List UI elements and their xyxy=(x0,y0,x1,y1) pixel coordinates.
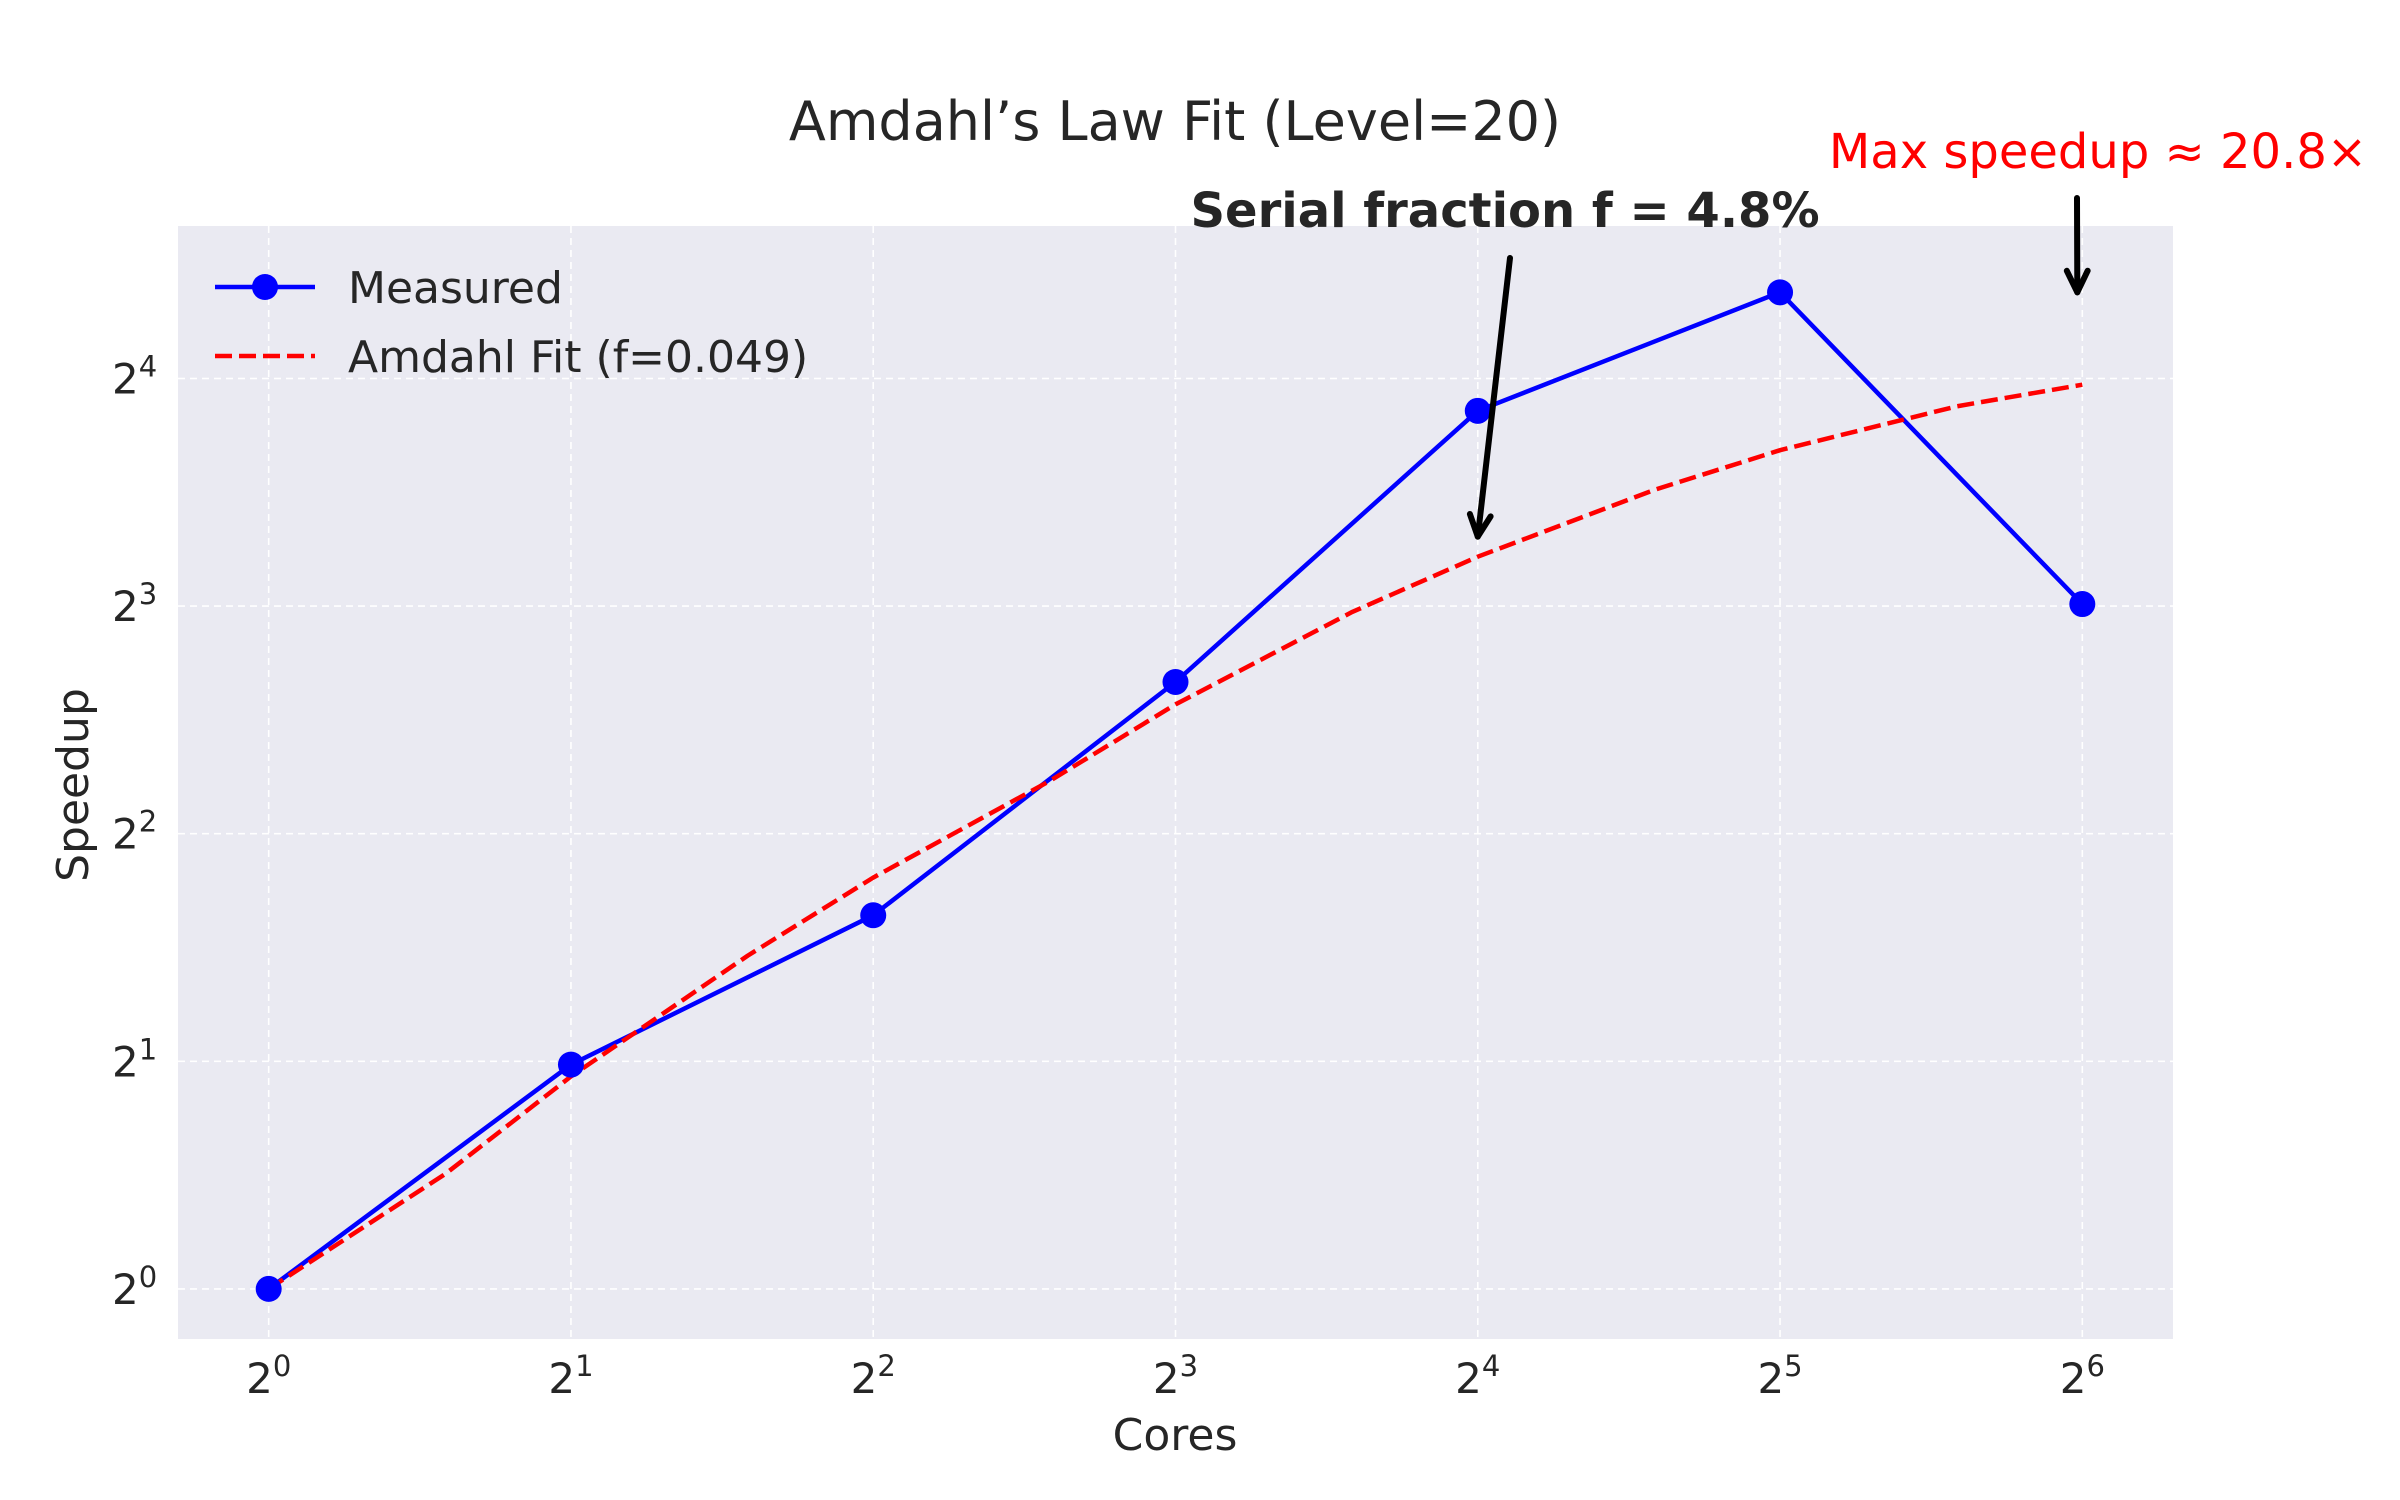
marker-layer xyxy=(255,279,2096,1302)
measured-point xyxy=(1767,279,1794,306)
x-tick-label: 26 xyxy=(2060,1349,2105,1403)
legend-label-fit: Amdahl Fit (f=0.049) xyxy=(348,332,808,383)
x-tick-label: 23 xyxy=(1153,1349,1198,1403)
annotation-max-speedup-arrow xyxy=(2063,195,2091,296)
annotation-serial-fraction: Serial fraction f = 4.8% xyxy=(1190,183,1820,540)
tick-labels: 20 21 22 23 24 25 26 20 21 22 23 24 xyxy=(112,349,2105,1403)
measured-point xyxy=(1464,397,1491,424)
measured-point xyxy=(557,1051,584,1078)
annotation-max-speedup-text: Max speedup ≈ 20.8× xyxy=(1829,124,2367,180)
x-axis-label: Cores xyxy=(1113,1410,1238,1461)
y-axis-label: Speedup xyxy=(48,688,99,882)
measured-point xyxy=(1162,668,1189,695)
annotation-serial-fraction-arrow xyxy=(1466,255,1513,540)
x-tick-label: 21 xyxy=(548,1349,593,1403)
x-tick-label: 20 xyxy=(246,1349,291,1403)
y-tick-label: 21 xyxy=(112,1032,157,1086)
measured-point xyxy=(255,1275,282,1302)
annotation-serial-fraction-text: Serial fraction f = 4.8% xyxy=(1190,183,1819,239)
chart-title: Amdahl’s Law Fit (Level=20) xyxy=(789,90,1561,153)
annotation-max-speedup: Max speedup ≈ 20.8× xyxy=(1829,124,2367,296)
measured-point xyxy=(2069,591,2096,618)
y-tick-label: 20 xyxy=(112,1260,157,1314)
grid xyxy=(178,226,2173,1339)
measured-point xyxy=(860,902,887,929)
legend: Measured Amdahl Fit (f=0.049) xyxy=(215,263,808,383)
arrow-head xyxy=(1466,510,1494,540)
arrow-shaft xyxy=(1474,255,1513,540)
y-tick-label: 23 xyxy=(112,577,157,631)
y-tick-label: 24 xyxy=(112,349,157,403)
x-tick-label: 25 xyxy=(1757,1349,1802,1403)
arrow-head xyxy=(2063,267,2091,296)
legend-label-measured: Measured xyxy=(348,263,563,314)
x-tick-label: 24 xyxy=(1455,1349,1500,1403)
y-tick-label: 22 xyxy=(112,805,157,859)
x-tick-label: 22 xyxy=(851,1349,896,1403)
legend-marker-measured xyxy=(252,274,278,300)
